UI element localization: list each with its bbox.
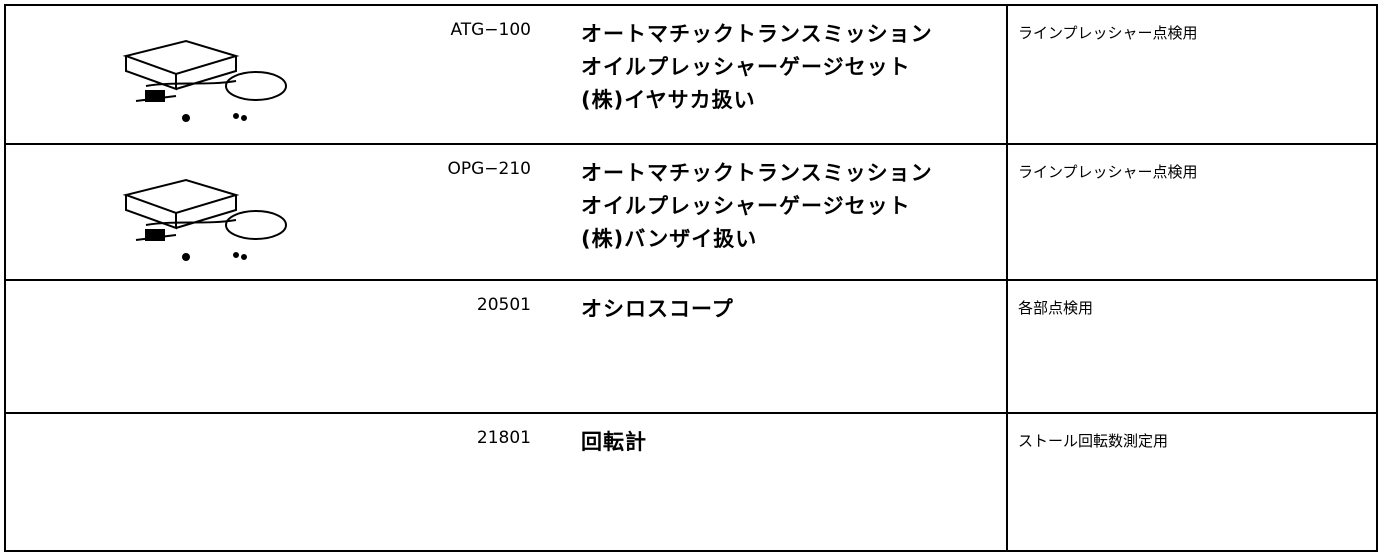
part-code: 21801 <box>476 428 531 448</box>
name-line: オシロスコープ <box>581 297 734 321</box>
part-usage: ストール回転数測定用 <box>1018 432 1169 450</box>
part-code: OPG−210 <box>447 159 532 179</box>
parts-table: ATG−100 オートマチックトランスミッション オイルプレッシャーゲージセット (株… <box>4 4 1378 552</box>
name-line: (株)イヤサカ扱い <box>581 88 756 112</box>
name-line: (株)バンザイ扱い <box>581 227 758 251</box>
part-usage: ラインプレッシャー点検用 <box>1018 24 1198 42</box>
name-line: オートマチックトランスミッション <box>581 22 933 46</box>
table-row: OPG−210 オートマチックトランスミッション オイルプレッシャーゲージセット (株… <box>6 143 1376 279</box>
table-row: 20501 オシロスコープ 各部点検用 <box>6 279 1376 412</box>
part-usage: 各部点検用 <box>1018 299 1094 317</box>
tool-illustration <box>122 39 287 122</box>
name-line: オイルプレッシャーゲージセット <box>581 55 911 79</box>
column-divider <box>1006 6 1008 550</box>
name-line: オートマチックトランスミッション <box>581 161 933 185</box>
part-name: 回転計 <box>581 426 647 459</box>
part-name: オートマチックトランスミッション オイルプレッシャーゲージセット (株)イヤサカ扱い <box>581 18 933 117</box>
name-line: 回転計 <box>581 430 647 454</box>
part-code: 20501 <box>476 295 531 315</box>
table-row: 21801 回転計 ストール回転数測定用 <box>6 412 1376 550</box>
part-name: オシロスコープ <box>581 293 734 326</box>
part-name: オートマチックトランスミッション オイルプレッシャーゲージセット (株)バンザイ扱い <box>581 157 933 256</box>
part-code: ATG−100 <box>450 20 531 40</box>
tool-illustration <box>122 178 287 261</box>
part-usage: ラインプレッシャー点検用 <box>1018 163 1198 181</box>
name-line: オイルプレッシャーゲージセット <box>581 194 911 218</box>
table-row: ATG−100 オートマチックトランスミッション オイルプレッシャーゲージセット (株… <box>6 6 1376 143</box>
